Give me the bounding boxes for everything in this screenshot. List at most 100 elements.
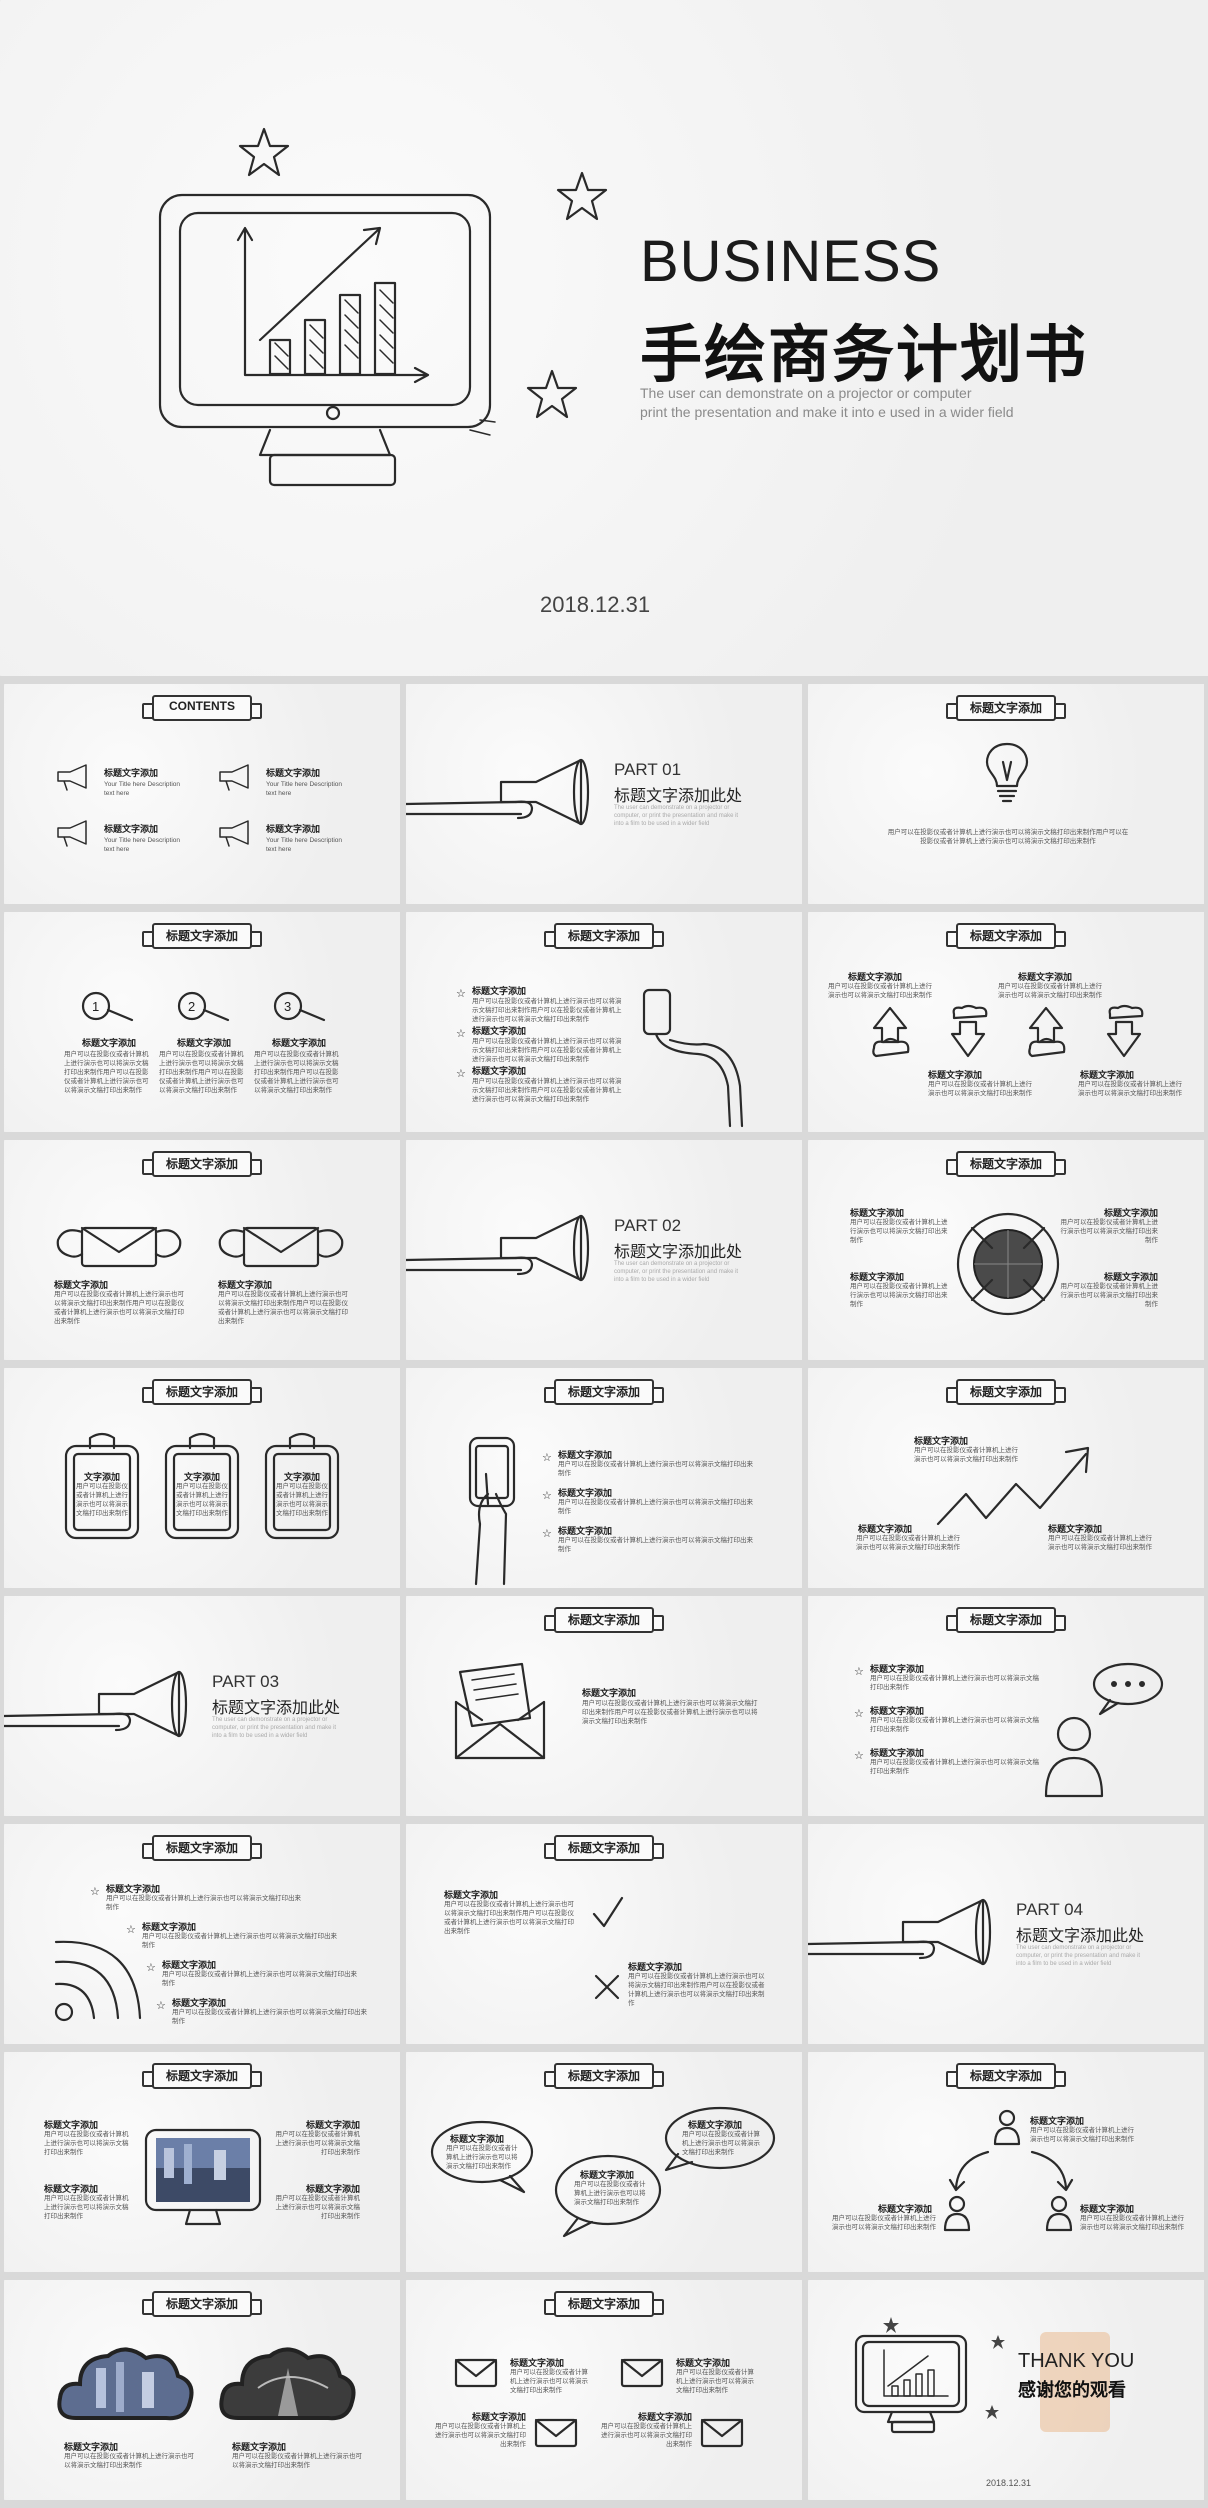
magnifier-number: 3 <box>284 999 291 1014</box>
wifi-icon <box>54 1940 142 2022</box>
star-icon: ☆ <box>456 988 466 1000</box>
part-title: 标题文字添加此处 <box>1016 1928 1145 1945</box>
slide-clouds[interactable]: 标题文字添加 标题文字添加 用户可以在投影仪或者计算机上进行演示也可以将演示文稿… <box>4 2280 400 2500</box>
item-title: 标题文字添加 <box>44 2120 99 2130</box>
slide-header: 标题文字添加 <box>567 2297 640 2311</box>
megaphone-icon <box>406 1214 590 1282</box>
star-list-item: ☆ <box>90 1882 100 1900</box>
slide-envelopes[interactable]: 标题文字添加 标题文字添加 用户可以在投影仪或者计算机上进行演示也可以将演示文稿… <box>4 1140 400 1360</box>
item-text: 用户可以在投影仪或者计算机上进行演示也可以将演示文稿打印出来制作 <box>1030 2127 1134 2143</box>
item-text: 用户可以在投影仪或者计算机上进行演示也可以将演示文稿打印出来制作 <box>558 1499 753 1515</box>
slide-clipboards[interactable]: 标题文字添加 文字添加 用户可以在投影仪或者计算机上进行演示也可以将演示文稿打印… <box>4 1368 400 1588</box>
slide-header: 标题文字添加 <box>969 701 1042 715</box>
contents-item-title: 标题文字添加 <box>104 768 159 778</box>
star-icon <box>991 2335 1005 2349</box>
item-title: 标题文字添加 <box>81 1038 136 1048</box>
slide-contents[interactable]: CONTENTS 标题文字添加 Your Title here Descript… <box>4 684 400 904</box>
slide-star-list-phone[interactable]: 标题文字添加 ☆ 标题文字添加 用户可以在投影仪或者计算机上进行演示也可以将演示… <box>406 912 802 1132</box>
slide-speech-bubbles[interactable]: 标题文字添加 标题文字添加 用户可以在投影仪或者计算机上进行演示也可以将演示文稿… <box>406 2052 802 2272</box>
slide-header-ribbon: 标题文字添加 <box>544 1378 664 1405</box>
item-title: 标题文字添加 <box>510 2358 565 2368</box>
item-text: 用户可以在投影仪或者计算机上进行演示也可以将演示文稿打印出来制作 <box>601 2423 692 2448</box>
magnifier-number: 2 <box>188 999 195 1014</box>
slide-header-ribbon: CONTENTS <box>142 694 262 721</box>
item-text: 用户可以在投影仪或者计算机上进行演示也可以将演示文稿打印出来制作 <box>44 2131 129 2156</box>
star-list-item: ☆ <box>126 1920 136 1938</box>
item-text: 用户可以在投影仪或者计算机上进行演示也可以将演示文稿打印出来制作 <box>682 2131 760 2156</box>
part-subtitle-line: into a film to be used in a wider field <box>1016 1961 1112 1967</box>
slide-part-01[interactable]: PART 01 标题文字添加此处 The user can demonstrat… <box>406 684 802 904</box>
person-icon <box>1044 1716 1104 1798</box>
clipboard-icon <box>164 1432 240 1540</box>
slide-target[interactable]: 标题文字添加 标题文字添加 用户可以在投影仪或者计算机上进行演示也可以将演示文稿… <box>808 1140 1204 1360</box>
slide-monitor-photo[interactable]: 标题文字添加 标题文字添加 用户可以在投影仪或者计算机上进行演示也可以将演示文稿… <box>4 2052 400 2272</box>
slide-letter[interactable]: 标题文字添加 标题文字添加 用户可以在投影仪或者计算机上进行演示也可以将演示文稿… <box>406 1596 802 1816</box>
star-list-item: ☆ <box>456 984 466 1002</box>
slide-thank-you[interactable]: THANK YOU 感谢您的观看 2018.12.31 <box>808 2280 1204 2500</box>
item-title: 标题文字添加 <box>176 1038 231 1048</box>
item-text: 用户可以在投影仪或者计算机上进行演示也可以将演示文稿打印出来制作 <box>870 1675 1039 1691</box>
slide-header: 标题文字添加 <box>165 1157 238 1171</box>
item-text: 用户可以在投影仪或者计算机上进行演示也可以将演示文稿打印出来制作用户可以在投影仪… <box>64 1051 149 1094</box>
slide-people-cycle[interactable]: 标题文字添加 标题文字添加 用户可以在投影仪或者计算机上进行演示也可以将演示文稿… <box>808 2052 1204 2272</box>
item-text: 用户可以在投影仪或者计算机上进行演示也可以将演示文稿打印出来制作 <box>1080 2215 1184 2231</box>
envelope-icon <box>454 1662 546 1760</box>
slide-wifi[interactable]: 标题文字添加 ☆ 标题文字添加 用户可以在投影仪或者计算机上进行演示也可以将演示… <box>4 1824 400 2044</box>
clipboard-text: 用户可以在投影仪或者计算机上进行演示也可以将演示文稿打印出来制作 <box>76 1483 128 1517</box>
item-text: 用户可以在投影仪或者计算机上进行演示也可以将演示文稿打印出来制作用户可以在投影仪… <box>472 1038 622 1063</box>
star-icon: ☆ <box>854 1750 864 1762</box>
item-title: 标题文字添加 <box>870 1664 925 1674</box>
item-title: 标题文字添加 <box>558 1526 613 1536</box>
slide-header: 标题文字添加 <box>567 1613 640 1627</box>
slide-header: 标题文字添加 <box>567 929 640 943</box>
cover-date: 2018.12.31 <box>540 592 651 617</box>
target-icon <box>956 1212 1060 1316</box>
part-subtitle-line: computer, or print the presentation and … <box>614 813 739 819</box>
slide-lightbulb[interactable]: 标题文字添加 用户可以在投影仪或者计算机上进行演示也可以将演示文稿打印出来制作用… <box>808 684 1204 904</box>
slide-arrows[interactable]: 标题文字添加 标题文字添加 用户可以在投影仪或者计算机上进行演示也可以将演示文稿… <box>808 912 1204 1132</box>
star-list-item: ☆ <box>542 1486 552 1504</box>
slide-part-03[interactable]: PART 03 标题文字添加此处 The user can demonstrat… <box>4 1596 400 1816</box>
item-text: 用户可以在投影仪或者计算机上进行演示也可以将演示文稿打印出来制作 <box>914 1447 1018 1463</box>
slide-four-envelopes[interactable]: 标题文字添加 标题文字添加 用户可以在投影仪或者计算机上进行演示也可以将演示文稿… <box>406 2280 802 2500</box>
item-text: 用户可以在投影仪或者计算机上进行演示也可以将演示文稿打印出来制作 <box>1078 1081 1182 1097</box>
item-title: 标题文字添加 <box>628 1962 683 1972</box>
slide-chat-person[interactable]: 标题文字添加 ☆ 标题文字添加 用户可以在投影仪或者计算机上进行演示也可以将演示… <box>808 1596 1204 1816</box>
star-icon <box>238 127 290 177</box>
item-title: 标题文字添加 <box>218 1280 273 1290</box>
part-subtitle: The user can demonstrate on a projector … <box>212 1716 362 1740</box>
star-icon: ☆ <box>542 1528 552 1540</box>
cover-slide[interactable]: BUSINESS 手绘商务计划书 The user can demonstrat… <box>0 0 1208 676</box>
item-title: 标题文字添加 <box>54 1280 109 1290</box>
up-arrow-icon <box>872 1006 910 1058</box>
slide-header: 标题文字添加 <box>969 1157 1042 1171</box>
item-title: 标题文字添加 <box>558 1450 613 1460</box>
item-title: 标题文字添加 <box>870 1706 925 1716</box>
slide-header-ribbon: 标题文字添加 <box>142 1834 262 1861</box>
item-title: 标题文字添加 <box>928 1070 983 1080</box>
slide-zigzag[interactable]: 标题文字添加 标题文字添加 用户可以在投影仪或者计算机上进行演示也可以将演示文稿… <box>808 1368 1204 1588</box>
slide-header-ribbon: 标题文字添加 <box>946 1150 1066 1177</box>
star-list-item: ☆ <box>456 1064 466 1082</box>
cycle-arrows-icon <box>948 2150 1074 2192</box>
slide-tablet-list[interactable]: 标题文字添加 ☆ 标题文字添加 用户可以在投影仪或者计算机上进行演示也可以将演示… <box>406 1368 802 1588</box>
item-title: 标题文字添加 <box>1030 2116 1085 2126</box>
slide-header: 标题文字添加 <box>969 929 1042 943</box>
item-title: 标题文字添加 <box>471 2412 526 2422</box>
slide-part-02[interactable]: PART 02 标题文字添加此处 The user can demonstrat… <box>406 1140 802 1360</box>
slide-part-04[interactable]: PART 04 标题文字添加此处 The user can demonstrat… <box>808 1824 1204 2044</box>
slide-header: 标题文字添加 <box>165 2297 238 2311</box>
contents-item-desc: Your Title here Description text here <box>104 837 180 853</box>
item-title: 标题文字添加 <box>850 1208 905 1218</box>
slide-magnifiers[interactable]: 标题文字添加 1 2 3 标题文字添加 用户可以在投影仪或者计算机上进行演示也可… <box>4 912 400 1132</box>
slide-check-cross[interactable]: 标题文字添加 标题文字添加 用户可以在投影仪或者计算机上进行演示也可以将演示文稿… <box>406 1824 802 2044</box>
star-icon <box>985 2405 999 2419</box>
item-text: 用户可以在投影仪或者计算机上进行演示也可以将演示文稿打印出来制作用户可以在投影仪… <box>472 998 622 1023</box>
magnifier-icon: 3 <box>273 991 326 1022</box>
part-number: PART 04 <box>1016 1900 1084 1919</box>
contents-item-title: 标题文字添加 <box>266 824 321 834</box>
cover-subtitle: The user can demonstrate on a projector … <box>640 384 1060 422</box>
item-text: 用户可以在投影仪或者计算机上进行演示也可以将演示文稿打印出来制作 <box>928 1081 1032 1097</box>
item-text: 用户可以在投影仪或者计算机上进行演示也可以将演示文稿打印出来制作用户可以在投影仪… <box>444 1901 574 1935</box>
item-text: 用户可以在投影仪或者计算机上进行演示也可以将演示文稿打印出来制作 <box>44 2195 129 2220</box>
